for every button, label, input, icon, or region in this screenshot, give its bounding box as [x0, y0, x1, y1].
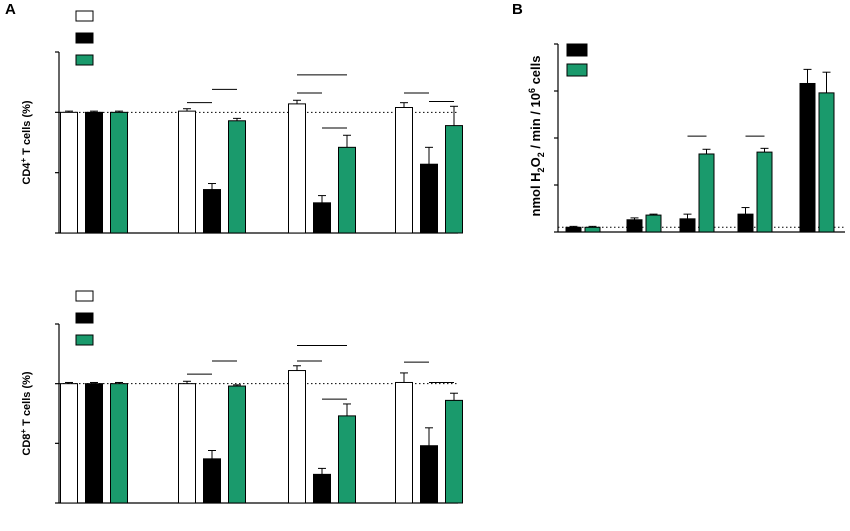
bar-a_top-s0-c0: [60, 111, 78, 234]
bar-a_top-s1-c0: [85, 111, 103, 234]
legend-swatch: [566, 43, 588, 57]
bar-b-s1-c1: [645, 214, 662, 233]
bar-a_top-s2-c1: [228, 120, 246, 234]
bar-a_top-s1-c3: [420, 163, 438, 234]
bar-a_top-s1-c1: [203, 189, 221, 234]
bar-a_bottom-s2-c3: [445, 399, 463, 504]
bar-b-s1-c3: [756, 151, 773, 233]
bar-b-s0-c3: [737, 213, 754, 233]
bar-a_top-s2-c2: [338, 146, 356, 234]
bar-a_bottom-s1-c3: [420, 445, 438, 504]
y-axis-label-line2: CD8+ T cells (%): [19, 371, 33, 455]
bar-a_top-s0-c2: [288, 103, 306, 234]
legend-swatch: [75, 290, 94, 302]
chart-h2o2: nmol H2O2 / min / 106 cells: [527, 43, 845, 233]
bar-b-s0-c4: [799, 82, 816, 233]
legend-swatch: [75, 10, 94, 22]
bar-a_bottom-s1-c2: [313, 473, 331, 504]
legend-swatch: [566, 63, 588, 77]
panel-label-b: B: [512, 1, 523, 18]
bar-a_bottom-s2-c1: [228, 385, 246, 504]
bar-b-s0-c0: [565, 226, 582, 233]
legend-swatch: [75, 32, 94, 44]
bar-a_bottom-s2-c0: [110, 383, 128, 504]
bar-b-s0-c1: [626, 219, 643, 233]
bar-a_top-s0-c3: [395, 107, 413, 234]
legend-swatch: [75, 312, 94, 324]
bar-a_top-s2-c3: [445, 125, 463, 234]
bar-a_bottom-s1-c0: [85, 383, 103, 504]
bar-a_bottom-s0-c0: [60, 383, 78, 504]
bar-b-s1-c0: [584, 226, 601, 233]
y-axis-label-line2: CD4+ T cells (%): [19, 100, 33, 184]
chart-cd4: CD4+ T cells (%): [19, 10, 463, 234]
bar-a_bottom-s1-c1: [203, 458, 221, 504]
bar-a_bottom-s0-c3: [395, 381, 413, 504]
bar-a_top-s2-c0: [110, 111, 128, 234]
bar-a_bottom-s2-c2: [338, 415, 356, 504]
bar-b-s0-c2: [679, 218, 696, 233]
bar-a_top-s0-c1: [178, 110, 196, 234]
bar-a_bottom-s0-c2: [288, 370, 306, 504]
panel-label-a: A: [5, 1, 16, 18]
bar-b-s1-c4: [818, 92, 835, 233]
chart-cd8: CD8+ T cells (%): [19, 290, 463, 504]
y-axis-label: nmol H2O2 / min / 106 cells: [527, 55, 546, 216]
bar-b-s1-c2: [698, 153, 715, 233]
legend-swatch: [75, 334, 94, 346]
bar-a_bottom-s0-c1: [178, 383, 196, 504]
legend-swatch: [75, 54, 94, 66]
bar-a_top-s1-c2: [313, 202, 331, 234]
